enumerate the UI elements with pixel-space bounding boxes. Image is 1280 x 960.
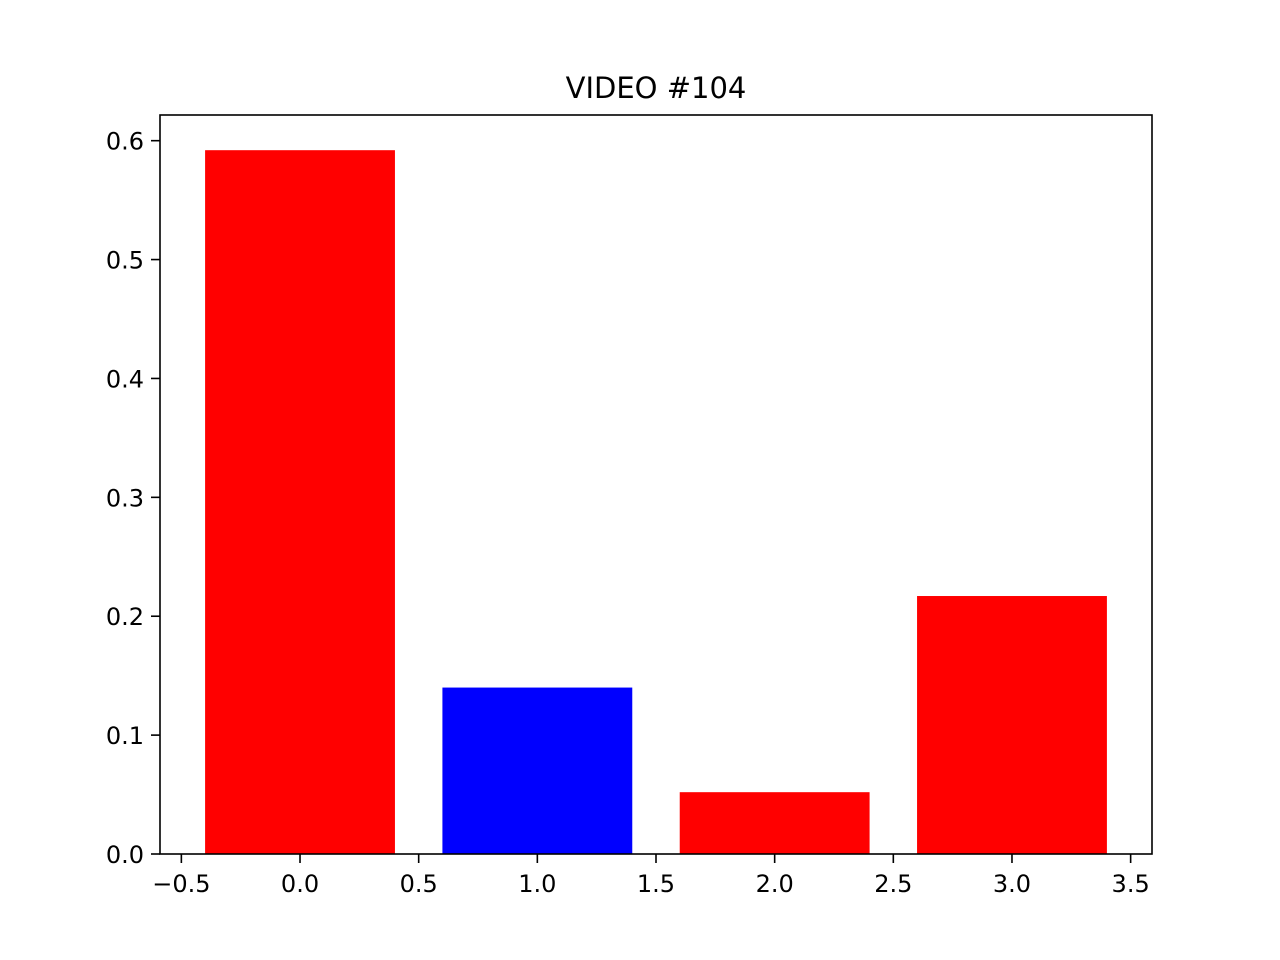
y-tick-label: 0.5 [106, 247, 144, 275]
y-tick-label: 0.4 [106, 365, 144, 393]
x-tick-label: 0.5 [400, 870, 438, 898]
bar-0 [205, 150, 395, 854]
bar-1 [442, 687, 633, 854]
x-tick-label: 2.0 [756, 870, 794, 898]
y-tick-label: 0.2 [106, 603, 144, 631]
y-tick-label: 0.0 [106, 841, 144, 869]
x-tick-label: 1.0 [518, 870, 556, 898]
x-tick-label: 1.5 [637, 870, 675, 898]
x-tick-label: 2.5 [874, 870, 912, 898]
x-tick-label: 3.0 [993, 870, 1031, 898]
chart-title: VIDEO #104 [566, 71, 747, 105]
x-tick-label: 3.5 [1112, 870, 1150, 898]
bars-group [205, 150, 1107, 854]
bar-3 [917, 596, 1107, 854]
y-tick-label: 0.3 [106, 484, 144, 512]
bar-2 [679, 792, 870, 854]
x-tick-label: 0.0 [281, 870, 319, 898]
y-tick-label: 0.6 [106, 128, 144, 156]
y-tick-label: 0.1 [106, 722, 144, 750]
x-tick-label: −0.5 [152, 870, 210, 898]
x-axis: −0.5 0.0 0.5 1.0 1.5 2.0 2.5 3.0 3.5 [152, 854, 1150, 898]
y-axis: 0.0 0.1 0.2 0.3 0.4 0.5 0.6 [106, 128, 160, 869]
